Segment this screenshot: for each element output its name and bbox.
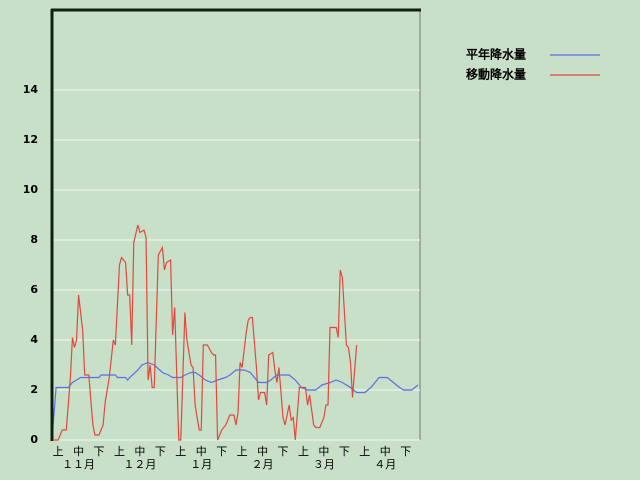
y-tick-label: 6 bbox=[30, 283, 38, 296]
y-tick-label: 2 bbox=[30, 383, 38, 396]
y-tick-label: 10 bbox=[23, 183, 39, 196]
x-tick-label: 上 bbox=[359, 445, 370, 458]
month-label: １月 bbox=[190, 458, 212, 471]
x-tick-label: 上 bbox=[298, 445, 309, 458]
x-tick-label: 中 bbox=[380, 445, 391, 458]
x-tick-label: 上 bbox=[53, 445, 64, 458]
x-tick-label: 上 bbox=[175, 445, 186, 458]
x-tick-label: 中 bbox=[134, 445, 145, 458]
x-tick-label: 下 bbox=[278, 445, 289, 458]
y-tick-label: 8 bbox=[30, 233, 38, 246]
x-tick-label: 上 bbox=[237, 445, 248, 458]
y-tick-label: 12 bbox=[23, 133, 38, 146]
grid bbox=[52, 89, 420, 441]
x-tick-label: 上 bbox=[114, 445, 125, 458]
x-tick-label: 下 bbox=[155, 445, 166, 458]
x-tick-label: 中 bbox=[318, 445, 329, 458]
x-tick-label: 下 bbox=[216, 445, 227, 458]
x-tick-label: 下 bbox=[94, 445, 105, 458]
plot-area bbox=[51, 224, 419, 441]
y-tick-label: 4 bbox=[30, 333, 38, 346]
x-tick-label: 下 bbox=[400, 445, 411, 458]
month-label: １２月 bbox=[123, 458, 156, 471]
y-tick-label: 14 bbox=[23, 83, 39, 96]
x-tick-label: 中 bbox=[196, 445, 207, 458]
month-label: ３月 bbox=[313, 458, 335, 471]
series-line bbox=[54, 224, 358, 441]
month-label: ４月 bbox=[374, 458, 396, 471]
month-label: １１月 bbox=[62, 458, 95, 471]
y-tick-label: 0 bbox=[30, 433, 38, 446]
legend-label: 平年降水量 bbox=[466, 47, 526, 62]
x-tick-label: 中 bbox=[73, 445, 84, 458]
x-tick-label: 中 bbox=[257, 445, 268, 458]
x-tick-label: 下 bbox=[339, 445, 350, 458]
series-line bbox=[51, 361, 419, 441]
month-label: ２月 bbox=[252, 458, 274, 471]
legend-label: 移動降水量 bbox=[466, 67, 526, 82]
